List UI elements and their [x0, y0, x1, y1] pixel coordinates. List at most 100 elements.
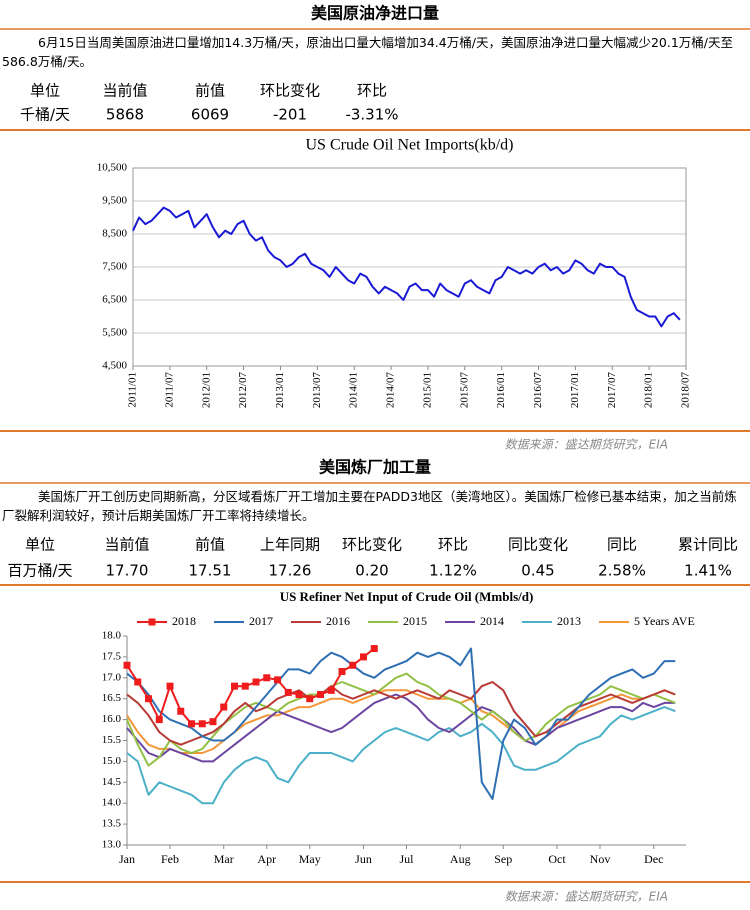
- table-header: 环比: [357, 82, 387, 100]
- y-tick-label: 13.0: [102, 839, 122, 851]
- table-header: 前值: [195, 536, 225, 554]
- x-tick-label: 2016/01: [495, 372, 507, 408]
- x-tick-label: 2012/01: [200, 372, 212, 408]
- table-cell: 1.41%: [684, 562, 732, 580]
- y-tick-label: 14.0: [102, 797, 122, 809]
- y-tick-label: 7,500: [102, 261, 127, 273]
- x-tick-label: Jun: [355, 852, 372, 866]
- table-cell: 千桶/天: [20, 106, 70, 124]
- x-tick-label: May: [299, 852, 321, 866]
- y-tick-label: 15.5: [102, 734, 122, 746]
- y-tick-label: 15.0: [102, 755, 122, 767]
- point-marker: [327, 686, 335, 694]
- y-tick-label: 16.5: [102, 692, 122, 704]
- table-header: 前值: [195, 82, 225, 100]
- legend-label: 2015: [403, 614, 427, 628]
- x-tick-label: Apr: [257, 852, 276, 866]
- table-header: 单位: [25, 536, 55, 554]
- x-tick-label: Jan: [119, 852, 135, 866]
- series-line: [126, 689, 676, 754]
- table-header: 单位: [30, 82, 60, 100]
- table-cell: 百万桶/天: [7, 562, 72, 580]
- x-tick-label: 2018/07: [680, 372, 692, 409]
- plot-frame: [132, 167, 687, 367]
- y-tick-label: 10,500: [97, 162, 128, 174]
- x-tick-label: 2017/07: [606, 372, 618, 409]
- section-title: 美国原油净进口量: [311, 4, 439, 23]
- point-marker: [231, 682, 238, 690]
- point-marker: [166, 682, 174, 690]
- y-tick-label: 16.0: [102, 713, 122, 725]
- point-marker: [274, 676, 281, 684]
- legend-label: 2018: [172, 614, 196, 628]
- y-tick-label: 18.0: [102, 630, 122, 642]
- x-tick-label: 2015/01: [421, 372, 433, 408]
- x-tick-label: 2017/01: [569, 372, 581, 408]
- table-header: 当前值: [102, 82, 147, 100]
- y-tick-label: 17.5: [102, 650, 122, 662]
- y-tick-label: 9,500: [102, 195, 127, 207]
- table-cell: 2.58%: [598, 562, 646, 580]
- x-tick-label: Aug: [450, 852, 471, 866]
- point-marker: [295, 691, 303, 699]
- point-marker: [360, 653, 367, 661]
- point-marker: [252, 678, 260, 686]
- x-tick-label: Oct: [548, 852, 566, 866]
- point-marker: [241, 682, 249, 690]
- y-tick-label: 17.0: [102, 671, 122, 683]
- y-tick-label: 6,500: [102, 294, 127, 306]
- point-marker: [123, 661, 131, 669]
- legend-label: 2013: [557, 614, 581, 628]
- x-tick-label: Sep: [494, 852, 512, 866]
- point-marker: [177, 707, 185, 715]
- table-cell: -201: [273, 106, 307, 124]
- table-header: 同比变化: [508, 536, 568, 554]
- x-tick-label: 2016/07: [532, 372, 544, 409]
- table-cell: -3.31%: [345, 106, 398, 124]
- point-marker: [284, 688, 292, 696]
- point-marker: [198, 720, 206, 728]
- point-marker: [338, 668, 346, 676]
- section-title: 美国炼厂加工量: [319, 458, 431, 477]
- point-marker: [209, 718, 217, 726]
- x-tick-label: 2012/07: [237, 372, 249, 409]
- table-cell: 0.20: [355, 562, 388, 580]
- x-tick-label: 2013/07: [311, 372, 323, 409]
- legend-label: 5 Years AVE: [634, 614, 695, 628]
- x-tick-label: 2011/01: [127, 372, 139, 408]
- table-header: 上年同期: [260, 536, 320, 554]
- y-tick-label: 13.5: [102, 818, 122, 830]
- point-marker: [370, 645, 378, 653]
- table-cell: 17.26: [269, 562, 312, 580]
- y-tick-label: 14.5: [102, 776, 122, 788]
- x-tick-label: 2018/01: [643, 372, 655, 408]
- table-header: 当前值: [104, 536, 149, 554]
- table-cell: 17.51: [189, 562, 232, 580]
- legend-label: 2014: [480, 614, 504, 628]
- source: 数据来源：盛达期货研究，EIA: [505, 438, 668, 452]
- x-tick-label: 2011/07: [163, 372, 175, 408]
- x-tick-label: 2015/07: [458, 372, 470, 409]
- point-marker: [263, 674, 271, 682]
- x-tick-label: Jul: [399, 852, 414, 866]
- chart-title: US Refiner Net Input of Crude Oil (Mmbls…: [280, 589, 534, 604]
- x-tick-label: Mar: [214, 852, 234, 866]
- table-header: 环比: [438, 536, 468, 554]
- table-cell: 6069: [191, 106, 229, 124]
- x-tick-label: Dec: [644, 852, 663, 866]
- table-cell: 1.12%: [429, 562, 477, 580]
- y-tick-label: 8,500: [102, 228, 127, 240]
- series-line: [126, 706, 676, 805]
- table-header: 环比变化: [260, 82, 320, 100]
- table-header: 环比变化: [342, 536, 402, 554]
- legend-label: 2017: [249, 614, 273, 628]
- point-marker: [306, 695, 314, 703]
- table-cell: 5868: [106, 106, 144, 124]
- point-marker: [220, 703, 228, 711]
- y-tick-label: 5,500: [102, 327, 127, 339]
- paragraph: 6月15日当周美国原油进口量增加14.3万桶/天，原油出口量大幅增加34.4万桶…: [2, 35, 733, 69]
- point-marker: [134, 678, 142, 686]
- x-tick-label: Nov: [590, 852, 611, 866]
